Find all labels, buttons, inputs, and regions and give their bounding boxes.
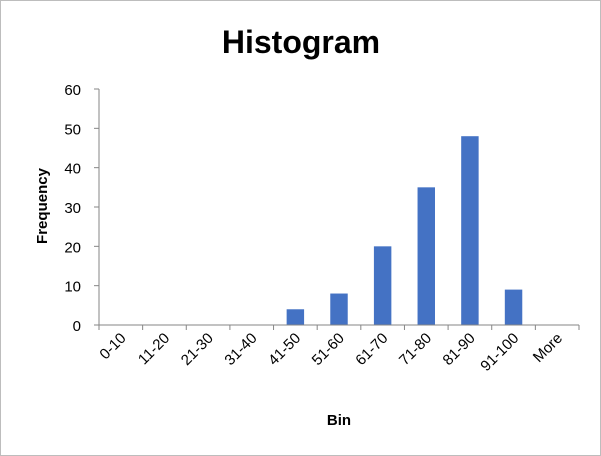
y-tick-label: 50 [64, 121, 81, 138]
x-tick-label: 31-40 [221, 330, 260, 369]
x-tick-label: 21-30 [178, 330, 217, 369]
x-tick-label: 71-80 [396, 330, 435, 369]
x-tick-label: 61-70 [352, 330, 391, 369]
x-tick-label: 81-90 [440, 330, 479, 369]
bar-71-80 [417, 187, 435, 325]
y-tick-label: 40 [64, 161, 81, 178]
x-tick-label: More [530, 330, 566, 366]
plot-area: 0 10 20 30 40 50 60 0-10 11-20 21-30 31-40 41-50 51-… [64, 82, 580, 375]
y-tick-label: 60 [64, 82, 81, 99]
y-tick-label: 10 [64, 279, 81, 296]
x-tick-label: 91-100 [477, 330, 522, 375]
bar-51-60 [330, 293, 348, 325]
x-tick-label: 11-20 [135, 330, 173, 368]
chart-title: Histogram [222, 24, 380, 60]
bar-91-100 [504, 289, 523, 325]
x-tick-label: 41-50 [265, 330, 304, 369]
x-axis-title: Bin [327, 412, 351, 429]
bar-81-90 [461, 136, 479, 325]
x-tick-label: 51-60 [309, 330, 348, 369]
bar-41-50 [286, 309, 305, 325]
x-tick-label: 0-10 [96, 330, 129, 363]
bar-61-70 [373, 246, 392, 325]
y-tick-label: 20 [64, 239, 81, 256]
y-tick-label: 0 [73, 318, 81, 335]
y-tick-label: 30 [64, 200, 81, 217]
y-axis-title: Frequency [34, 167, 51, 244]
